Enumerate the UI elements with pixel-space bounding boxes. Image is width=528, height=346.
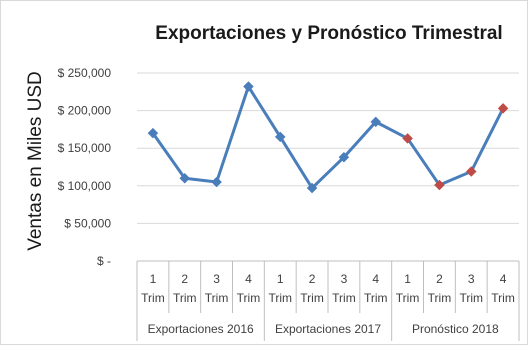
x-tick-label: 4 <box>372 272 379 286</box>
chart-title: Exportaciones y Pronóstico Trimestral <box>155 23 502 44</box>
x-tick-label: 2 <box>181 272 188 286</box>
y-tick-label: $ 50,000 <box>64 216 111 230</box>
y-tick-label: $ 150,000 <box>58 141 112 155</box>
y-tick-label: $ 200,000 <box>58 104 112 118</box>
data-point <box>434 179 445 191</box>
x-group-labels: Exportaciones 2016 Exportaciones 2017 Pron… <box>148 322 499 336</box>
x-group-label: Exportaciones 2017 <box>275 322 381 336</box>
x-tick-label: 2 <box>436 272 443 286</box>
x-tick-label: Trim <box>428 291 452 305</box>
y-axis-label: Ventas en Miles USD <box>25 71 46 251</box>
data-point <box>147 127 159 139</box>
x-tick-labels: 1 Trim 2 Trim 3 Trim 4 Trim 1 Trim 2 Trim 3 Trim 4 Trim… <box>141 272 515 305</box>
x-group-label: Exportaciones 2016 <box>148 322 254 336</box>
data-point <box>211 176 222 188</box>
gridlines <box>137 72 519 224</box>
x-tick-label: 4 <box>500 272 507 286</box>
x-tick-label: Trim <box>268 291 292 305</box>
x-tick-label: Trim <box>364 291 388 305</box>
x-tick-label: 1 <box>404 272 411 286</box>
data-point <box>402 133 413 144</box>
y-tick-labels: $ - $ 50,000 $ 100,000 $ 150,000 $ 200,000 $ … <box>58 66 112 268</box>
data-point <box>243 81 254 92</box>
data-point <box>179 172 191 184</box>
x-tick-label: 3 <box>213 272 220 286</box>
data-point <box>274 131 286 143</box>
data-point <box>338 151 350 163</box>
y-tick-label: $ - <box>97 254 111 268</box>
x-tick-label: Trim <box>205 291 229 305</box>
y-tick-label: $ 250,000 <box>58 66 112 80</box>
x-tick-label: 2 <box>309 272 316 286</box>
data-point <box>370 116 382 128</box>
series-line <box>151 85 505 190</box>
data-point <box>306 182 318 194</box>
x-tick-label: Trim <box>173 291 197 305</box>
x-tick-label: Trim <box>141 291 165 305</box>
x-tick-label: Trim <box>459 291 483 305</box>
x-tick-label: Trim <box>396 291 420 305</box>
x-tick-label: Trim <box>237 291 261 305</box>
x-tick-label: 4 <box>245 272 252 286</box>
series <box>147 81 509 194</box>
y-tick-label: $ 100,000 <box>58 179 112 193</box>
x-tick-label: 1 <box>277 272 284 286</box>
x-tick-label: Trim <box>332 291 356 305</box>
x-tick-label: Trim <box>491 291 515 305</box>
data-point <box>497 102 509 114</box>
x-tick-label: 3 <box>341 272 348 286</box>
x-tick-label: Trim <box>300 291 324 305</box>
axes <box>136 260 520 341</box>
x-tick-label: 1 <box>150 272 157 286</box>
data-point <box>465 166 477 177</box>
x-tick-label: 3 <box>468 272 475 286</box>
x-group-label: Pronóstico 2018 <box>412 322 499 336</box>
